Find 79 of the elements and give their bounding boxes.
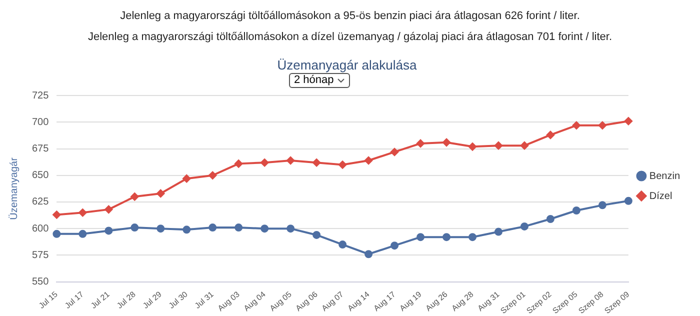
- legend-label: Benzin: [649, 170, 680, 182]
- point: [598, 121, 606, 130]
- y-tick-label: 575: [32, 250, 50, 261]
- point: [312, 230, 321, 239]
- x-tick-label: Jul 15: [37, 289, 60, 310]
- y-tick-label: 700: [32, 116, 50, 128]
- point: [624, 117, 632, 126]
- y-tick-label: 650: [32, 170, 50, 182]
- x-tick-label: Jul 31: [193, 289, 216, 310]
- point: [260, 224, 269, 233]
- x-tick-label: Aug 04: [242, 289, 268, 313]
- point: [52, 210, 61, 219]
- y-tick-label: 600: [32, 223, 50, 234]
- point: [624, 196, 632, 205]
- x-tick-label: Aug 31: [476, 289, 502, 313]
- legend-label: Dízel: [649, 190, 672, 202]
- point: [52, 230, 61, 238]
- point: [234, 160, 243, 168]
- y-tick-label: 725: [32, 90, 50, 102]
- point: [338, 240, 347, 249]
- point: [416, 233, 425, 242]
- point: [494, 142, 502, 150]
- x-tick-label: Aug 05: [268, 289, 294, 313]
- x-tick-label: Aug 06: [294, 289, 320, 313]
- x-tick-label: Aug 28: [450, 289, 476, 313]
- point: [78, 208, 87, 217]
- point: [182, 174, 191, 183]
- point: [546, 130, 554, 139]
- point: [182, 226, 191, 234]
- x-tick-label: Aug 26: [424, 289, 450, 313]
- point: [208, 224, 217, 232]
- point: [572, 121, 580, 130]
- y-axis-title: Üzemanyagár: [8, 156, 20, 220]
- period-dropdown: 2 hónap: [289, 73, 350, 88]
- x-tick-label: Jul 17: [63, 289, 86, 310]
- x-tick-label: Jul 21: [89, 289, 112, 310]
- point: [390, 148, 399, 156]
- point: [156, 189, 165, 198]
- point: [208, 171, 217, 180]
- point: [156, 224, 165, 233]
- point: [104, 205, 113, 214]
- point: [598, 201, 606, 210]
- point: [390, 242, 399, 250]
- x-tick-label: Aug 17: [372, 289, 398, 313]
- point: [520, 222, 528, 230]
- x-tick-label: Aug 14: [346, 289, 372, 313]
- point: [494, 228, 502, 236]
- x-tick-label: Aug 07: [320, 289, 346, 313]
- chart-title: Üzemanyagár alakulása: [277, 57, 418, 72]
- point: [442, 233, 451, 242]
- point: [338, 160, 347, 169]
- point: [364, 250, 373, 258]
- point: [130, 224, 139, 232]
- point: [104, 226, 113, 235]
- x-tick-label: Aug 03: [216, 289, 242, 313]
- point: [286, 224, 295, 233]
- y-tick-label: 675: [32, 144, 50, 155]
- y-tick-label: 550: [32, 276, 50, 288]
- point: [442, 138, 451, 146]
- x-tick-label: Jul 30: [167, 289, 190, 310]
- point: [520, 142, 528, 150]
- x-tick-label: Jul 29: [141, 289, 164, 310]
- point: [286, 156, 295, 164]
- text: Jelenleg a magyarországi töltőállomásokon a 95-ös benzin piaci ára átlagosan 626 forint / liter.: [119, 10, 581, 22]
- text: Jelenleg a magyarországi töltőállomásokon a dízel üzemanyag / gázolaj piaci ára átlagosan 701 forint / liter.: [86, 31, 614, 43]
- point: [416, 139, 425, 148]
- point: [234, 224, 243, 232]
- point: [312, 158, 321, 167]
- point: [572, 206, 580, 214]
- point: [130, 192, 139, 201]
- point: [468, 142, 476, 151]
- point: [546, 215, 554, 224]
- point: [468, 233, 476, 242]
- point: [260, 158, 269, 167]
- point: [78, 230, 87, 238]
- x-tick-label: Aug 19: [398, 289, 424, 313]
- y-tick-label: 625: [32, 196, 50, 208]
- x-tick-label: Jul 28: [115, 289, 138, 310]
- point: [364, 156, 373, 164]
